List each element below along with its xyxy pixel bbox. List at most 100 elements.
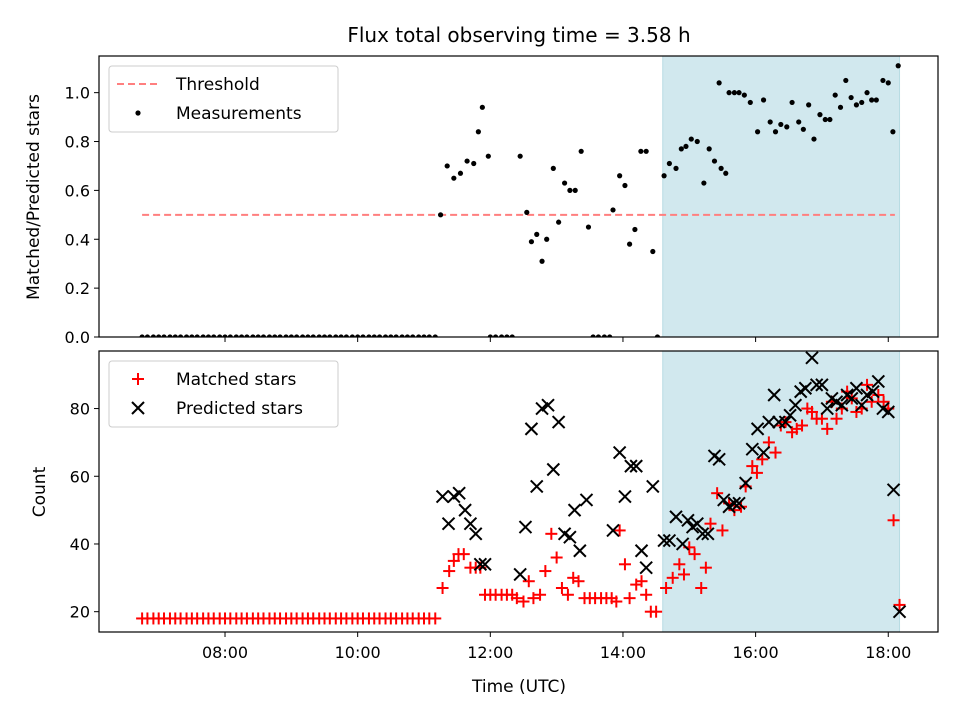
top-dot-marker-87 (622, 182, 628, 189)
top-series-dot (139, 63, 901, 337)
bottom-x-marker-41-b (717, 493, 731, 507)
top-dot-marker-35 (333, 334, 339, 337)
bottom-x-marker-60 (820, 401, 834, 416)
top-legend-label-1: Measurements (176, 104, 302, 124)
top-dot-marker-88 (626, 241, 633, 247)
top-dot-marker-119 (796, 119, 802, 125)
top-dot-marker-86 (617, 173, 623, 179)
top-dot-marker-38 (349, 334, 355, 337)
top-dot-marker-65 (498, 334, 505, 337)
bottom-x-marker-31-b (662, 533, 677, 548)
bottom-x-marker-70-b (871, 374, 886, 389)
bottom-x-marker-74 (892, 604, 907, 619)
x-axis-title: Time (UTC) (471, 677, 566, 697)
bottom-x-marker-19 (567, 503, 582, 517)
bottom-x-marker-18 (563, 530, 577, 544)
bottom-x-marker-21 (579, 493, 594, 507)
bottom-x-marker-69 (866, 384, 880, 399)
bottom-x-marker-22-b (606, 523, 620, 538)
bottom-x-marker-15-b (546, 462, 561, 477)
top-dot-marker-12 (205, 334, 212, 337)
bottom-x-marker-28 (639, 560, 653, 575)
top-dot-marker-82 (595, 334, 602, 337)
top-dot-marker-89 (632, 226, 638, 233)
top-dot-marker-50 (416, 334, 422, 337)
top-dot-marker-138 (895, 63, 901, 69)
top-y-tick-label-3: 0.6 (65, 181, 90, 200)
bottom-x-marker-38-b (701, 527, 715, 541)
top-dot-marker-39 (355, 334, 361, 337)
bottom-x-marker-36-b (690, 516, 704, 531)
top-dot-marker-91 (643, 148, 649, 154)
bottom-x-marker-43-b (727, 496, 742, 511)
bottom-x-marker-15 (546, 462, 561, 477)
top-dot-marker-121 (806, 102, 812, 108)
bottom-plus-marker-138 (893, 598, 906, 611)
top-panel-y-axis-title: Matched/Predicted stars (24, 94, 44, 300)
bottom-x-marker-33 (675, 537, 690, 551)
bottom-x-marker-30 (657, 533, 671, 548)
top-dot-marker-28 (294, 334, 300, 337)
bottom-plus-marker-56 (447, 554, 460, 567)
bottom-x-marker-47 (750, 422, 765, 436)
top-dot-marker-55 (444, 163, 450, 169)
top-dot-marker-108 (731, 90, 737, 96)
top-dot-marker-46 (393, 334, 399, 337)
top-legend-marker-1 (135, 110, 141, 116)
bottom-x-marker-22 (606, 523, 620, 538)
top-dot-marker-56 (451, 175, 457, 181)
top-legend-box (108, 65, 339, 133)
top-y-tick-label-4: 0.8 (65, 133, 90, 152)
bottom-plus-marker-53 (429, 612, 442, 625)
bottom-x-marker-65 (845, 391, 859, 406)
top-dot-marker-71 (534, 231, 540, 237)
bottom-plus-marker-94 (650, 605, 663, 618)
bottom-x-marker-52 (778, 415, 793, 429)
bottom-x-marker-3-b (452, 486, 466, 500)
top-dot-marker-77 (567, 187, 573, 193)
bottom-plus-marker-102 (699, 561, 712, 574)
top-dot-marker-70 (528, 239, 535, 245)
top-dot-marker-135 (880, 77, 886, 84)
bottom-plus-marker-121 (805, 405, 818, 418)
bottom-x-marker-36 (690, 516, 704, 531)
bottom-x-marker-14-b (541, 398, 555, 412)
top-dot-marker-5 (167, 334, 173, 337)
bottom-x-marker-16 (551, 415, 566, 429)
top-dot-marker-23 (266, 334, 273, 337)
bottom-x-marker-58 (809, 378, 824, 392)
bottom-x-marker-65-b (845, 391, 859, 406)
top-dot-marker-47 (399, 334, 405, 337)
bottom-plus-marker-111 (750, 466, 763, 479)
top-dot-marker-58 (464, 158, 470, 164)
bottom-plus-marker-55 (443, 565, 456, 578)
top-y-tick-label-0: 0.0 (65, 328, 90, 347)
bottom-plus-marker-137 (887, 514, 900, 527)
bottom-x-marker-12-b (530, 479, 544, 494)
bottom-panel-y-axis-title: Count (30, 466, 50, 517)
top-dot-marker-63 (487, 334, 493, 337)
top-dot-marker-80 (585, 224, 592, 230)
bottom-x-marker-66-b (849, 381, 864, 395)
top-dot-marker-85 (610, 207, 616, 213)
bottom-legend-marker-0 (132, 373, 144, 385)
bottom-x-marker-67 (855, 398, 869, 412)
top-dot-marker-104 (718, 165, 724, 171)
bottom-x-marker-4 (458, 503, 472, 517)
bottom-x-marker-33-b (675, 537, 690, 551)
bottom-x-marker-34-b (681, 513, 695, 527)
bottom-series-x (435, 351, 907, 619)
top-dot-marker-9 (189, 334, 195, 337)
bottom-plus-marker-73 (539, 565, 552, 578)
bottom-x-marker-47-b (750, 422, 765, 436)
top-dot-marker-13 (211, 334, 217, 337)
bottom-x-marker-74-b (892, 604, 907, 619)
bottom-plus-marker-100 (688, 548, 701, 561)
bottom-x-marker-29-b (646, 479, 660, 494)
bottom-plus-marker-132 (861, 378, 874, 391)
bottom-x-marker-21-b (579, 493, 594, 507)
bottom-plus-marker-71 (527, 592, 540, 605)
top-dot-marker-127 (837, 104, 844, 110)
top-y-tick-label-1: 0.2 (65, 279, 90, 298)
bottom-x-marker-17-b (557, 527, 572, 541)
